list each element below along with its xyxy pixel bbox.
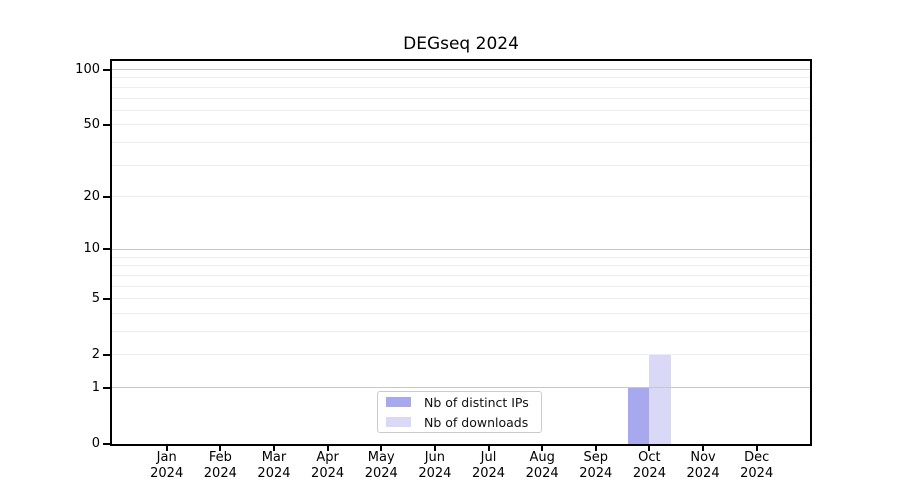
x-tick-label: Jun 2024 bbox=[395, 450, 475, 481]
bar-downloads-oct bbox=[649, 354, 671, 444]
gridline-minor bbox=[112, 285, 810, 287]
y-tick-label: 5 bbox=[91, 290, 100, 306]
x-tick-label-month: Mar bbox=[261, 450, 287, 465]
gridline-minor bbox=[112, 312, 810, 314]
y-tick bbox=[103, 123, 110, 126]
x-tick-label-year: 2024 bbox=[740, 465, 774, 481]
y-tick bbox=[103, 353, 110, 356]
y-tick-label: 10 bbox=[83, 241, 100, 257]
y-tick bbox=[103, 68, 110, 71]
x-tick-label-month: May bbox=[367, 450, 395, 465]
y-tick-label: 1 bbox=[91, 379, 100, 395]
gridline-major bbox=[112, 69, 810, 70]
x-tick-label-month: Dec bbox=[744, 450, 770, 465]
gridline-minor bbox=[112, 331, 810, 332]
legend: Nb of distinct IPs Nb of downloads bbox=[377, 391, 542, 433]
gridline-minor bbox=[112, 142, 810, 144]
x-tick bbox=[541, 446, 544, 451]
y-tick bbox=[103, 195, 110, 198]
x-tick-label-month: Jun bbox=[424, 450, 446, 465]
gridline-minor bbox=[112, 354, 810, 356]
x-tick bbox=[272, 446, 275, 451]
chart-title: DEGseq 2024 bbox=[403, 34, 519, 54]
x-tick bbox=[487, 446, 490, 451]
gridline-minor bbox=[112, 109, 810, 111]
y-tick-label: 2 bbox=[91, 346, 100, 362]
x-tick-label-year: 2024 bbox=[579, 465, 613, 481]
x-tick-label-year: 2024 bbox=[686, 465, 720, 481]
gridline-major bbox=[112, 387, 810, 389]
x-tick-label-year: 2024 bbox=[418, 465, 452, 481]
x-tick-label-month: Apr bbox=[316, 450, 339, 465]
gridline-minor bbox=[112, 97, 810, 99]
x-tick-label-month: Feb bbox=[208, 450, 232, 465]
x-tick bbox=[326, 446, 329, 451]
legend-item-distinct-ips: Nb of distinct IPs bbox=[386, 395, 541, 410]
gridline-minor bbox=[112, 196, 810, 198]
gridline-minor bbox=[112, 124, 810, 126]
x-tick-label: Oct 2024 bbox=[609, 450, 689, 481]
legend-label-downloads: Nb of downloads bbox=[424, 414, 529, 430]
x-tick-label: May 2024 bbox=[341, 450, 421, 481]
x-tick-label: Aug 2024 bbox=[502, 450, 582, 481]
gridline-minor bbox=[112, 298, 810, 300]
y-tick bbox=[103, 297, 110, 300]
bar-distinct-ips-oct bbox=[627, 387, 650, 444]
x-tick-label-year: 2024 bbox=[632, 465, 666, 481]
x-tick-label-year: 2024 bbox=[203, 465, 237, 481]
x-tick-label-year: 2024 bbox=[471, 465, 506, 481]
x-tick-label-month: Aug bbox=[529, 450, 555, 465]
x-tick-label-month: Sep bbox=[583, 450, 609, 465]
x-tick-label-month: Oct bbox=[638, 450, 661, 465]
legend-swatch-downloads bbox=[386, 417, 411, 427]
x-tick bbox=[380, 446, 383, 451]
gridline-minor bbox=[112, 274, 810, 276]
y-tick bbox=[103, 248, 110, 251]
gridline-minor bbox=[112, 265, 810, 267]
gridline-minor bbox=[112, 256, 810, 258]
x-tick-label: Apr 2024 bbox=[288, 450, 368, 481]
x-tick bbox=[219, 446, 222, 451]
x-tick-label: Feb 2024 bbox=[180, 450, 260, 481]
x-tick-label-year: 2024 bbox=[257, 465, 291, 481]
x-tick-label: Nov 2024 bbox=[663, 450, 743, 481]
y-tick-label: 20 bbox=[83, 188, 100, 204]
x-tick bbox=[648, 446, 651, 451]
y-tick bbox=[103, 443, 110, 445]
gridline-minor bbox=[112, 164, 810, 166]
x-tick-label-month: Nov bbox=[690, 450, 716, 465]
y-tick bbox=[103, 386, 110, 389]
x-tick bbox=[594, 446, 597, 451]
legend-swatch-distinct-ips bbox=[386, 397, 411, 407]
x-tick-label-month: Jan bbox=[156, 450, 177, 465]
x-tick bbox=[165, 446, 168, 451]
x-tick-label-year: 2024 bbox=[364, 465, 398, 481]
x-tick-label: Dec 2024 bbox=[717, 450, 797, 481]
legend-label-distinct-ips: Nb of distinct IPs bbox=[424, 394, 529, 410]
y-tick-label: 50 bbox=[83, 116, 100, 132]
x-tick-label-year: 2024 bbox=[311, 465, 345, 481]
y-tick-label: 100 bbox=[75, 61, 100, 77]
y-tick-label: 0 bbox=[91, 436, 100, 451]
gridline-major bbox=[112, 248, 810, 250]
x-tick bbox=[433, 446, 436, 451]
gridline-minor bbox=[112, 77, 810, 79]
x-tick-label: Mar 2024 bbox=[234, 450, 314, 481]
x-tick-label-year: 2024 bbox=[525, 465, 559, 481]
x-tick-label: Sep 2024 bbox=[556, 450, 636, 481]
x-tick bbox=[702, 446, 705, 451]
x-tick-label-year: 2024 bbox=[150, 465, 184, 481]
x-tick-label: Jan 2024 bbox=[127, 450, 207, 481]
x-tick-label-month: Jul bbox=[480, 450, 497, 465]
x-tick-label: Jul 2024 bbox=[449, 450, 529, 481]
gridline-minor bbox=[112, 86, 810, 88]
x-tick bbox=[755, 446, 758, 451]
legend-item-downloads: Nb of downloads bbox=[386, 415, 541, 430]
